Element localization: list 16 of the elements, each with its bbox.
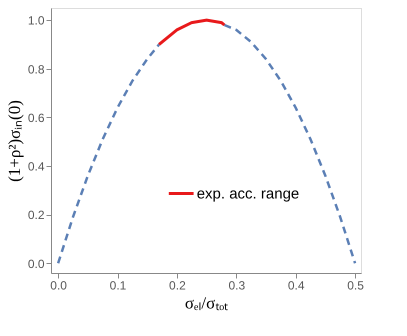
line-series bbox=[158, 18, 226, 46]
x-tick-label: 0.3 bbox=[228, 278, 246, 292]
legend-label: exp. acc. range bbox=[196, 186, 300, 202]
y-tick-label: 0.8 bbox=[28, 62, 45, 76]
x-tick-label: 0.2 bbox=[169, 278, 186, 292]
y-tick-label: 1.0 bbox=[28, 14, 45, 28]
y-tick-label: 0.0 bbox=[28, 256, 45, 271]
y-tick-label: 0.4 bbox=[28, 160, 45, 174]
y-tick-label: 0.6 bbox=[28, 110, 45, 125]
x-tick-label: 0.4 bbox=[288, 278, 305, 292]
x-tick-label: 0.5 bbox=[347, 278, 364, 292]
y-tick-label: 0.2 bbox=[28, 208, 45, 222]
y-axis-title: (1+ρ²)σᵢₙ(0) bbox=[4, 100, 24, 182]
x-tick-label: 0.1 bbox=[110, 278, 127, 292]
x-tick-label: 0.0 bbox=[50, 278, 68, 292]
x-axis-title: σₑₗ/σₜₒₜ bbox=[184, 294, 228, 312]
